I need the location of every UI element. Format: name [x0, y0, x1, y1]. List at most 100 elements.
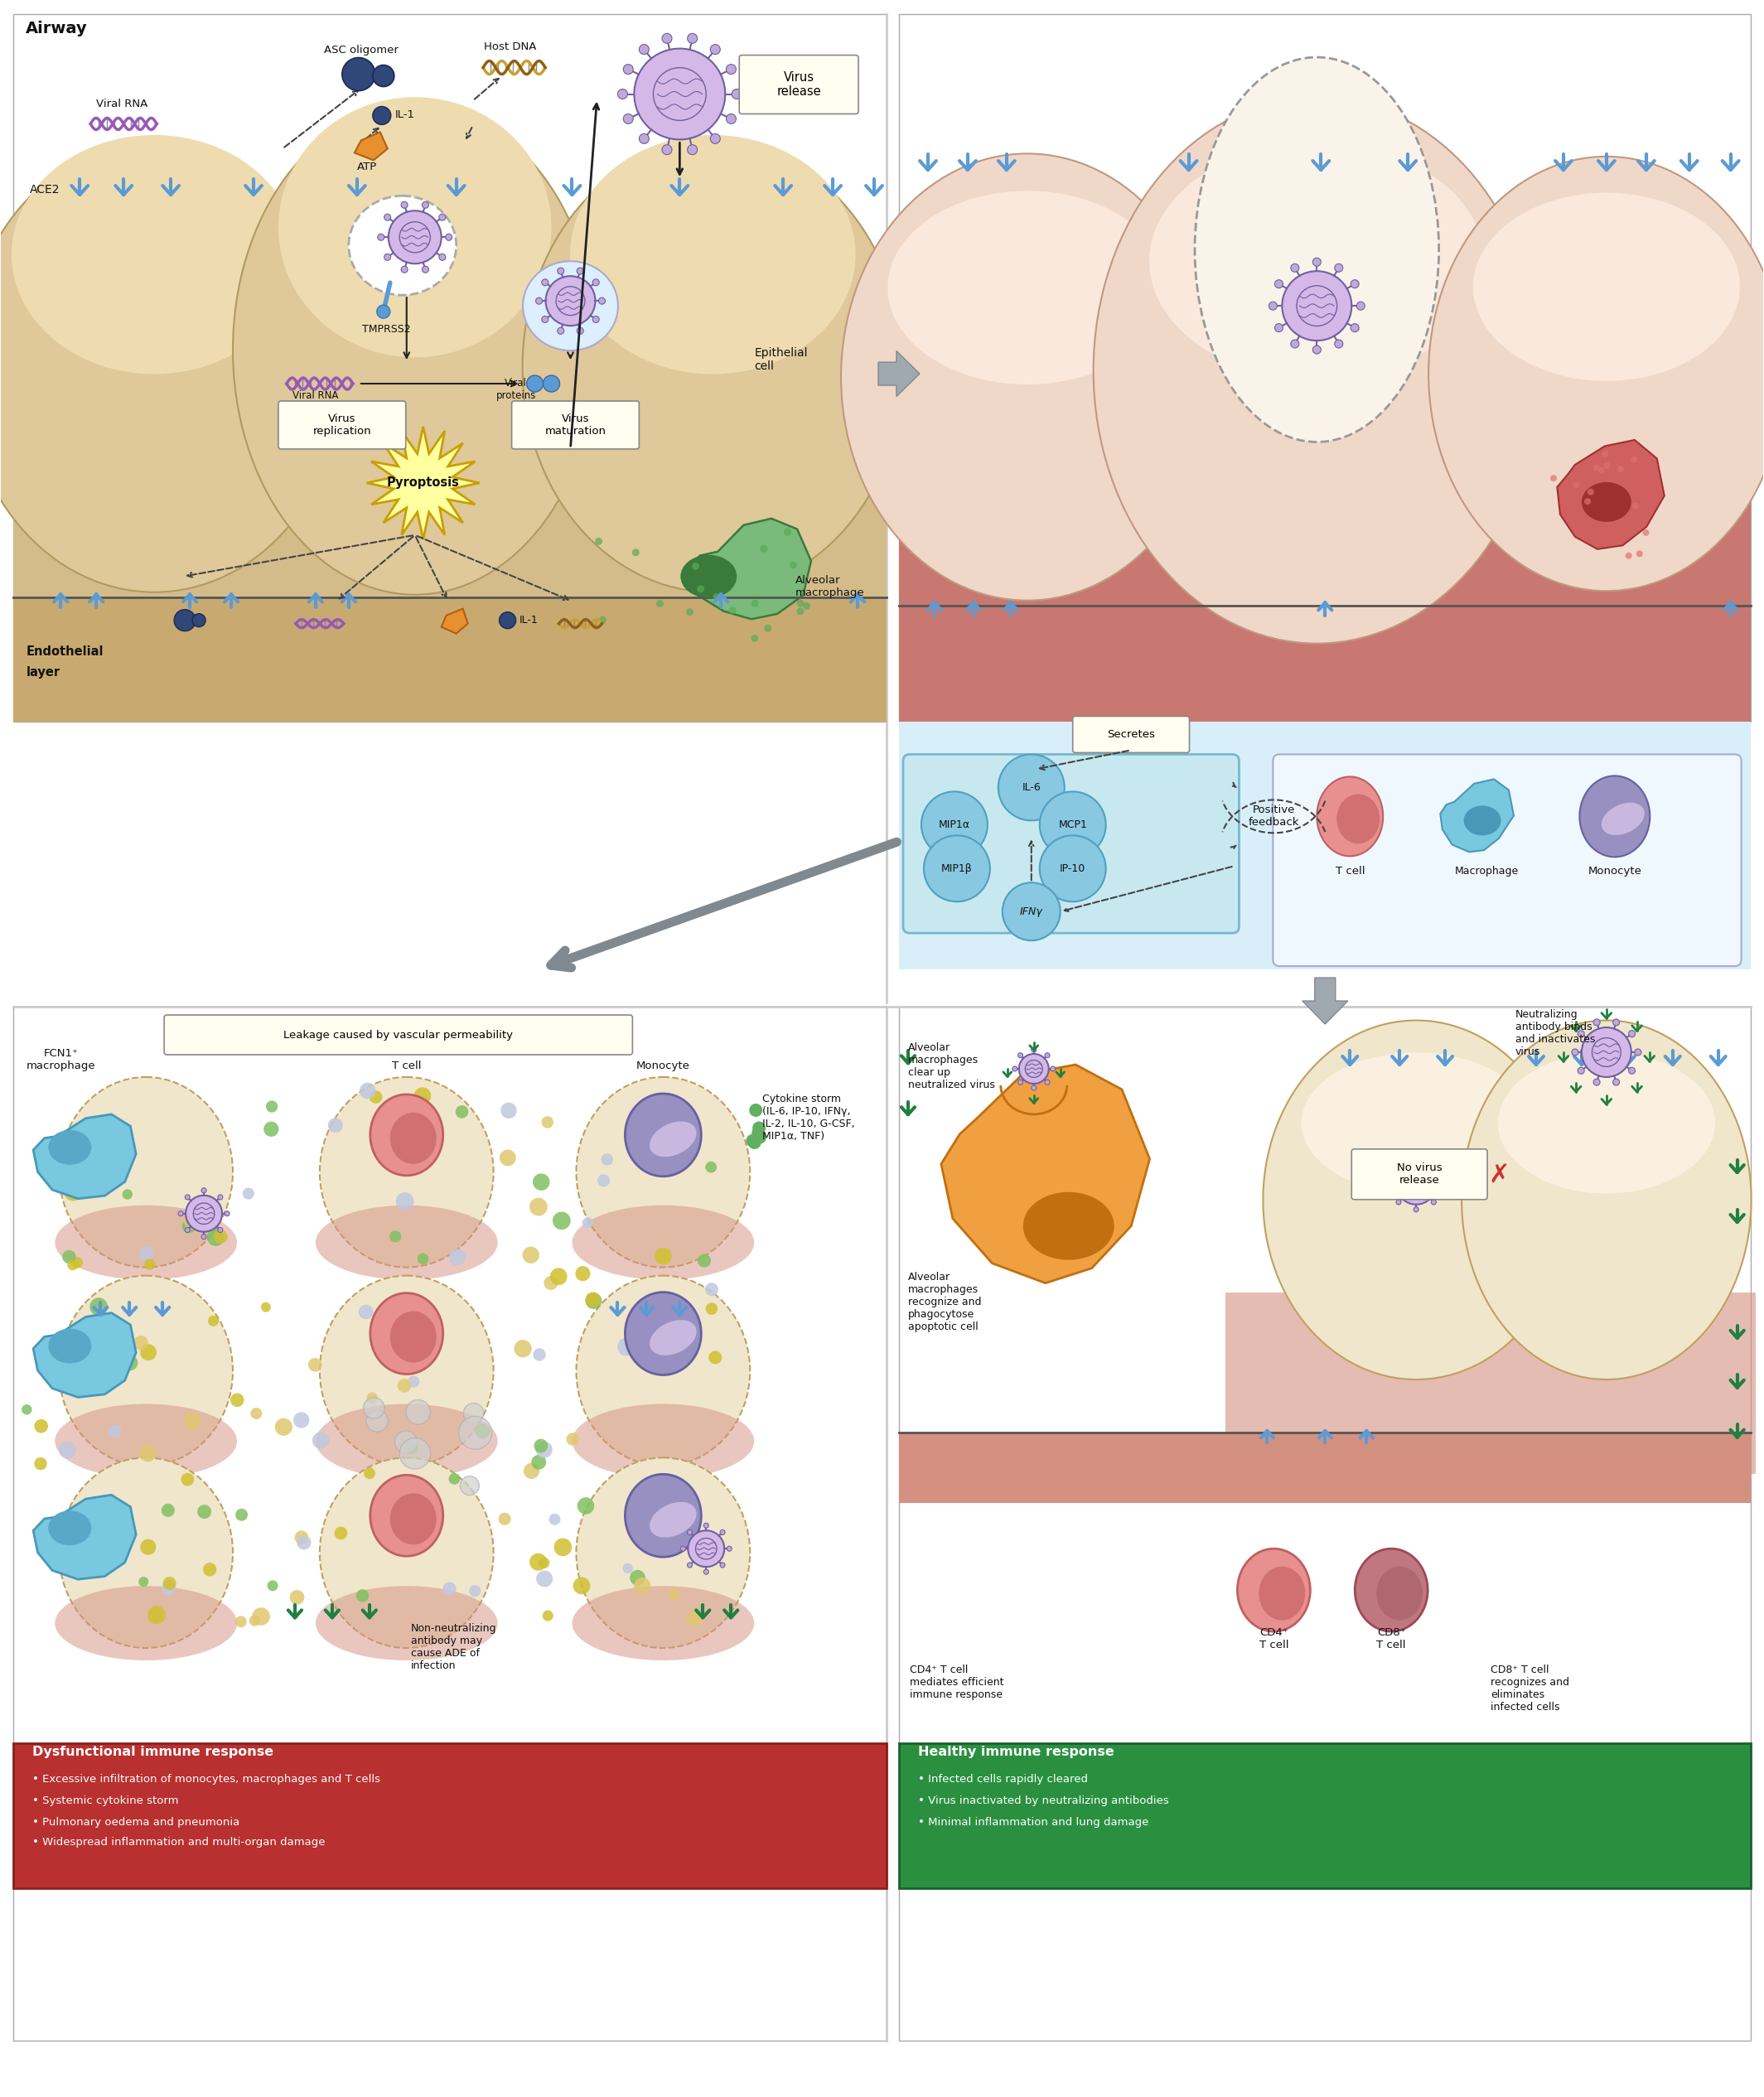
Circle shape: [400, 201, 407, 208]
Ellipse shape: [570, 134, 856, 373]
Circle shape: [750, 1103, 762, 1118]
Circle shape: [998, 755, 1064, 820]
Circle shape: [139, 1539, 155, 1556]
Circle shape: [328, 1118, 342, 1132]
Ellipse shape: [887, 191, 1166, 384]
Text: • Systemic cytokine storm: • Systemic cytokine storm: [32, 1795, 178, 1806]
Circle shape: [395, 1430, 416, 1453]
Circle shape: [250, 1407, 263, 1420]
Circle shape: [372, 65, 393, 86]
Ellipse shape: [48, 1329, 92, 1363]
Circle shape: [367, 1392, 377, 1403]
Circle shape: [1275, 279, 1282, 287]
Circle shape: [527, 375, 543, 392]
Circle shape: [122, 1340, 132, 1350]
Circle shape: [175, 610, 196, 631]
Circle shape: [289, 1590, 305, 1604]
Polygon shape: [34, 1313, 136, 1397]
Ellipse shape: [1582, 482, 1632, 522]
FancyBboxPatch shape: [739, 55, 859, 113]
Circle shape: [566, 1432, 579, 1445]
Circle shape: [746, 1134, 759, 1147]
Circle shape: [268, 1581, 279, 1592]
Ellipse shape: [572, 1585, 755, 1661]
Circle shape: [688, 1531, 725, 1566]
Circle shape: [203, 1562, 217, 1577]
Text: Macrophage: Macrophage: [1455, 866, 1519, 877]
Circle shape: [58, 1441, 76, 1460]
Circle shape: [261, 1302, 272, 1313]
Circle shape: [727, 113, 736, 124]
Circle shape: [34, 1420, 48, 1432]
Circle shape: [400, 266, 407, 273]
Circle shape: [1593, 1078, 1600, 1086]
Circle shape: [533, 1348, 545, 1361]
Ellipse shape: [58, 1275, 233, 1466]
Ellipse shape: [624, 1474, 702, 1556]
Circle shape: [1603, 461, 1611, 470]
Circle shape: [1357, 302, 1365, 310]
Circle shape: [342, 57, 376, 90]
Circle shape: [1602, 451, 1609, 457]
Circle shape: [309, 1359, 321, 1371]
Circle shape: [686, 1610, 702, 1625]
Text: • Infected cells rapidly cleared: • Infected cells rapidly cleared: [917, 1774, 1088, 1785]
Bar: [14, 1007, 887, 2040]
FancyBboxPatch shape: [1073, 717, 1189, 753]
Circle shape: [217, 1227, 222, 1233]
Circle shape: [499, 612, 515, 629]
Circle shape: [1632, 455, 1637, 463]
Circle shape: [1312, 346, 1321, 354]
Ellipse shape: [1194, 57, 1439, 442]
Circle shape: [231, 1392, 243, 1407]
Circle shape: [1397, 1164, 1436, 1204]
Circle shape: [1612, 1078, 1619, 1086]
Text: IL-1: IL-1: [519, 614, 538, 625]
Circle shape: [1628, 1030, 1635, 1038]
Circle shape: [395, 1193, 415, 1210]
Bar: [900, 1432, 1750, 1504]
Circle shape: [538, 1558, 550, 1569]
Ellipse shape: [316, 1585, 497, 1661]
Circle shape: [263, 1122, 279, 1137]
Circle shape: [459, 1415, 492, 1449]
Circle shape: [727, 65, 736, 73]
Ellipse shape: [316, 1403, 497, 1478]
Circle shape: [602, 1153, 614, 1166]
Ellipse shape: [1302, 1053, 1531, 1193]
Ellipse shape: [577, 1457, 750, 1648]
Polygon shape: [355, 132, 388, 159]
Text: layer: layer: [26, 665, 60, 677]
Ellipse shape: [390, 1311, 436, 1363]
Ellipse shape: [370, 1474, 443, 1556]
Circle shape: [1388, 1183, 1394, 1187]
Circle shape: [1291, 340, 1298, 348]
Circle shape: [122, 1189, 132, 1199]
Text: MIP1α: MIP1α: [938, 820, 970, 830]
Circle shape: [1625, 552, 1632, 560]
Text: Leakage caused by vascular permeability: Leakage caused by vascular permeability: [284, 1030, 513, 1040]
Circle shape: [662, 34, 672, 44]
Circle shape: [1351, 279, 1358, 287]
Circle shape: [797, 600, 804, 606]
Circle shape: [1013, 1065, 1018, 1072]
Circle shape: [116, 1506, 132, 1522]
Text: Secretes: Secretes: [1108, 730, 1155, 740]
Circle shape: [709, 1350, 721, 1365]
Circle shape: [134, 1336, 148, 1350]
Circle shape: [88, 1514, 99, 1525]
Circle shape: [1395, 1164, 1401, 1170]
Circle shape: [185, 1227, 191, 1233]
Circle shape: [1291, 264, 1298, 273]
Circle shape: [388, 210, 441, 264]
Circle shape: [312, 1432, 330, 1449]
Circle shape: [577, 1497, 594, 1514]
Circle shape: [789, 562, 797, 568]
Text: Virus
maturation: Virus maturation: [545, 413, 607, 436]
FancyArrow shape: [878, 350, 919, 396]
Circle shape: [139, 1577, 148, 1587]
Circle shape: [598, 617, 607, 623]
Circle shape: [108, 1424, 122, 1439]
Circle shape: [65, 1516, 78, 1531]
Circle shape: [686, 608, 693, 617]
